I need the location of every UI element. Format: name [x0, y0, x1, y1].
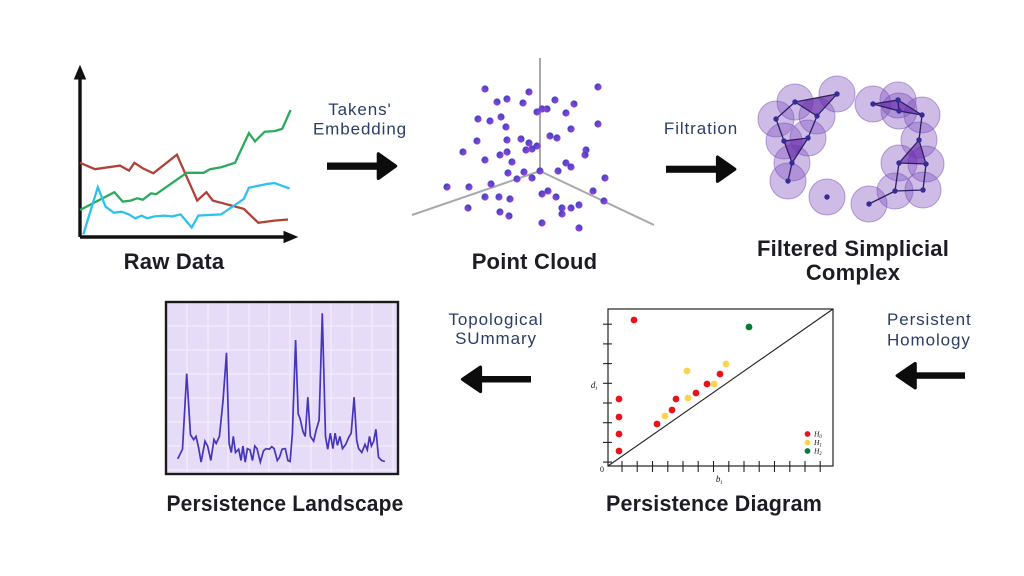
svg-text:Persistence Landscape: Persistence Landscape [167, 491, 404, 516]
svg-text:di: di [591, 380, 598, 392]
svg-text:H0: H0 [813, 430, 822, 441]
svg-text:Takens': Takens' [328, 100, 391, 119]
svg-text:0: 0 [600, 465, 604, 474]
svg-text:Raw Data: Raw Data [124, 249, 225, 274]
svg-text:SUmmary: SUmmary [455, 329, 537, 348]
svg-text:Homology: Homology [887, 331, 971, 350]
svg-text:Complex: Complex [806, 260, 901, 285]
svg-text:Persistence Diagram: Persistence Diagram [606, 491, 822, 516]
svg-text:bi: bi [716, 474, 723, 486]
svg-text:Embedding: Embedding [313, 120, 407, 139]
svg-text:H2: H2 [813, 447, 822, 458]
svg-text:Persistent: Persistent [887, 310, 972, 329]
svg-text:Topological: Topological [449, 310, 544, 329]
svg-text:H1: H1 [813, 438, 822, 449]
svg-text:Filtered Simplicial: Filtered Simplicial [757, 236, 949, 261]
svg-text:Point Cloud: Point Cloud [472, 249, 598, 274]
svg-text:Filtration: Filtration [664, 119, 738, 138]
